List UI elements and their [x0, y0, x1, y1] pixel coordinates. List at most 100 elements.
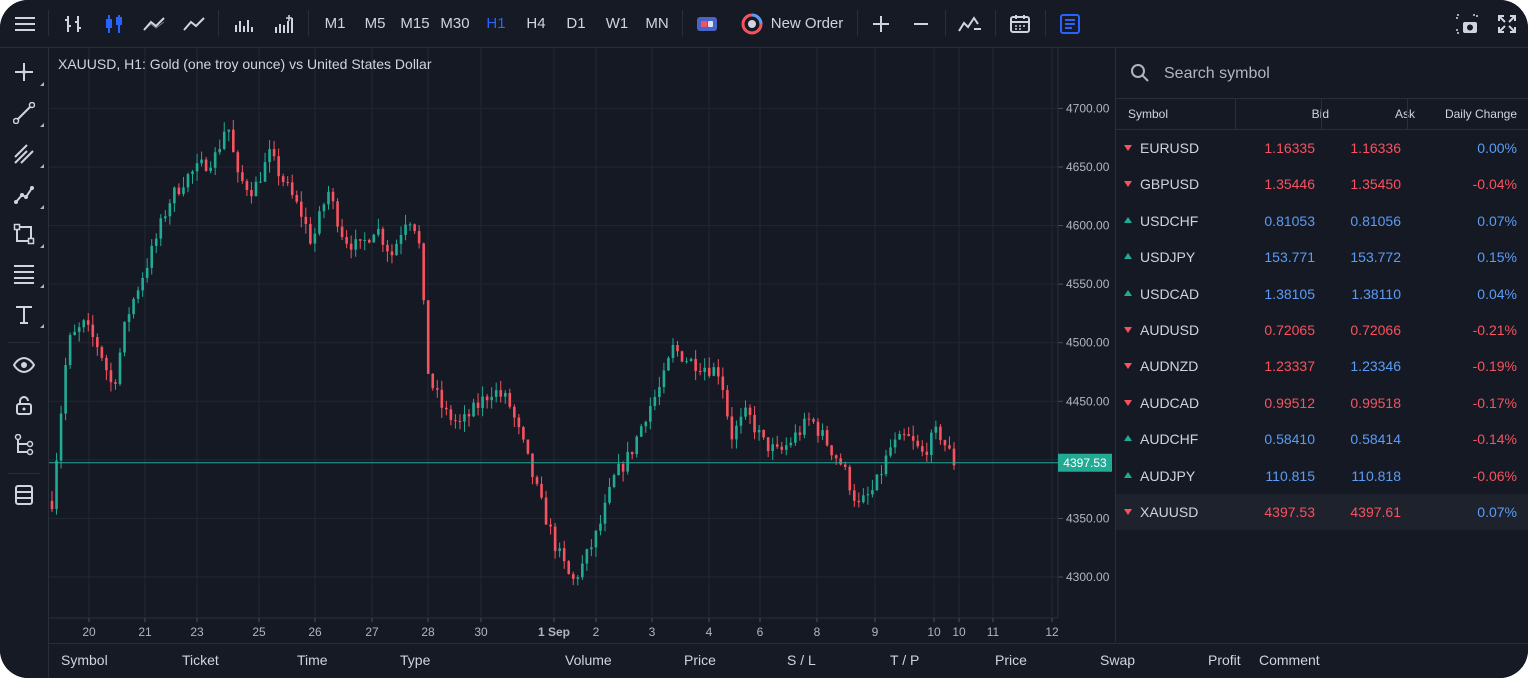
candle-body — [209, 167, 212, 171]
path-tool-icon[interactable] — [0, 175, 48, 215]
timeframe-h1[interactable]: H1 — [486, 15, 506, 32]
watchlist-row[interactable]: XAUUSD 4397.53 4397.61 0.07% — [1116, 494, 1528, 530]
timeframe-d1[interactable]: D1 — [566, 15, 586, 32]
header-bid[interactable]: Bid — [1312, 99, 1329, 129]
row-bid: 1.38105 — [1264, 285, 1315, 302]
col-volume[interactable]: Volume — [565, 652, 612, 668]
line-chart-type-icon[interactable] — [138, 0, 170, 47]
row-symbol: AUDUSD — [1140, 322, 1200, 338]
watchlist-row[interactable]: AUDUSD 0.72065 0.72066 -0.21% — [1116, 312, 1528, 348]
database-icon[interactable] — [0, 475, 48, 515]
timeframe-m15[interactable]: M15 — [400, 15, 430, 32]
candle-body — [780, 446, 784, 450]
candle-body — [426, 300, 430, 374]
col-comment[interactable]: Comment — [1259, 652, 1320, 668]
watchlist-row[interactable]: AUDNZD 1.23337 1.23346 -0.19% — [1116, 348, 1528, 384]
candle-body — [952, 448, 956, 466]
fibonacci-tool-icon[interactable] — [0, 254, 48, 294]
col-stop-loss[interactable]: S / L — [787, 652, 816, 668]
text-tool-icon[interactable] — [0, 294, 48, 334]
row-ask: 1.35450 — [1350, 176, 1401, 193]
top-toolbar: M1 M5 M15 M30 H1 H4 D1 W1 MN New Order — [0, 0, 1528, 48]
row-daily-change: 0.07% — [1477, 212, 1517, 229]
new-order-icon — [741, 13, 763, 34]
row-symbol: GBPUSD — [1140, 176, 1200, 193]
timeframe-h4[interactable]: H4 — [526, 15, 546, 32]
watchlist-toggle-icon[interactable] — [1055, 0, 1085, 47]
watchlist-row[interactable]: USDCAD 1.38105 1.38110 0.04% — [1116, 276, 1528, 312]
col-price[interactable]: Price — [684, 652, 716, 668]
menu-icon[interactable] — [8, 0, 42, 47]
y-tick-label: 4450.00 — [1066, 394, 1110, 408]
indicators-icon[interactable] — [268, 0, 300, 47]
timeframe-m30[interactable]: M30 — [440, 15, 470, 32]
col-time[interactable]: Time — [297, 652, 328, 668]
header-daily-change[interactable]: Daily Change — [1444, 107, 1517, 121]
screenshot-icon[interactable] — [1451, 0, 1483, 47]
candle-body — [635, 436, 639, 455]
volume-icon[interactable] — [228, 0, 260, 47]
col-swap[interactable]: Swap — [1100, 652, 1136, 668]
candle-body — [386, 244, 389, 252]
rectangle-tool-icon[interactable] — [0, 214, 48, 254]
candle-body — [735, 425, 738, 440]
candle-body — [739, 416, 743, 426]
col-type[interactable]: Type — [400, 652, 431, 668]
col-profit[interactable]: Profit — [1208, 652, 1241, 668]
arrow-down-icon — [1124, 399, 1132, 406]
zoom-in-icon[interactable] — [866, 0, 896, 47]
timeframe-m5[interactable]: M5 — [364, 15, 386, 32]
fullscreen-icon[interactable] — [1492, 0, 1522, 47]
timeframe-w1[interactable]: W1 — [605, 15, 629, 32]
candle-body — [168, 203, 172, 217]
candle-body — [839, 458, 842, 465]
candle-body — [141, 277, 144, 291]
header-symbol[interactable]: Symbol — [1128, 107, 1169, 121]
watchlist-row[interactable]: AUDJPY 110.815 110.818 -0.06% — [1116, 458, 1528, 494]
calendar-icon[interactable] — [1005, 0, 1035, 47]
col-take-profit[interactable]: T / P — [890, 652, 920, 668]
x-tick-label: 28 — [421, 625, 435, 639]
candles-chart-type-icon[interactable] — [98, 0, 130, 47]
candle-body — [608, 486, 611, 503]
watchlist-row[interactable]: AUDCAD 0.99512 0.99518 -0.17% — [1116, 385, 1528, 421]
trend-line-tool-icon[interactable] — [0, 93, 48, 133]
row-ask: 1.16336 — [1350, 140, 1401, 156]
channel-tool-icon[interactable] — [0, 134, 48, 174]
col-symbol[interactable]: Symbol — [61, 652, 108, 668]
indicator-line-icon[interactable] — [954, 0, 986, 47]
one-click-trading-icon[interactable] — [693, 0, 721, 47]
price-chart[interactable]: 4700.00 4650.00 4600.00 4550.00 4500.00 4450.… — [49, 48, 1114, 642]
eye-icon[interactable] — [0, 345, 48, 385]
arrow-down-icon — [1124, 363, 1132, 370]
object-tree-icon[interactable] — [0, 425, 48, 465]
col-ticket[interactable]: Ticket — [182, 652, 219, 668]
area-chart-type-icon[interactable] — [178, 0, 210, 47]
candle-body — [671, 344, 675, 358]
x-tick-label: 10 — [952, 625, 966, 639]
candle-body — [96, 337, 99, 348]
lock-icon[interactable] — [0, 385, 48, 425]
watchlist-row[interactable]: GBPUSD 1.35446 1.35450 -0.04% — [1116, 166, 1528, 202]
x-tick-label: 1 Sep — [538, 625, 570, 639]
x-tick-label: 8 — [814, 625, 821, 639]
timeframe-m1[interactable]: M1 — [324, 15, 346, 32]
watchlist-row[interactable]: AUDCHF 0.58410 0.58414 -0.14% — [1116, 421, 1528, 457]
chart-canvas[interactable]: 4700.00 4650.00 4600.00 4550.00 4500.00 4450.… — [49, 48, 1114, 642]
search-input[interactable] — [1162, 60, 1506, 88]
crosshair-tool-icon[interactable] — [0, 52, 48, 92]
row-bid: 0.58410 — [1264, 431, 1315, 448]
watchlist-row[interactable]: USDCHF 0.81053 0.81056 0.07% — [1116, 203, 1528, 239]
col-current-price[interactable]: Price — [995, 652, 1027, 668]
bar-chart-type-icon[interactable] — [58, 0, 90, 47]
timeframe-mn[interactable]: MN — [645, 15, 669, 32]
zoom-out-icon[interactable] — [906, 0, 936, 47]
row-daily-change: -0.04% — [1472, 176, 1517, 193]
watchlist-row[interactable]: EURUSD 1.16335 1.16336 0.00% — [1116, 130, 1528, 166]
watchlist-row[interactable]: USDJPY 153.771 153.772 0.15% — [1116, 239, 1528, 275]
search-icon — [1130, 63, 1150, 88]
header-ask[interactable]: Ask — [1394, 107, 1415, 121]
new-order-button[interactable]: New Order — [738, 0, 846, 47]
row-daily-change: -0.21% — [1472, 322, 1517, 338]
candle-body — [694, 358, 697, 372]
